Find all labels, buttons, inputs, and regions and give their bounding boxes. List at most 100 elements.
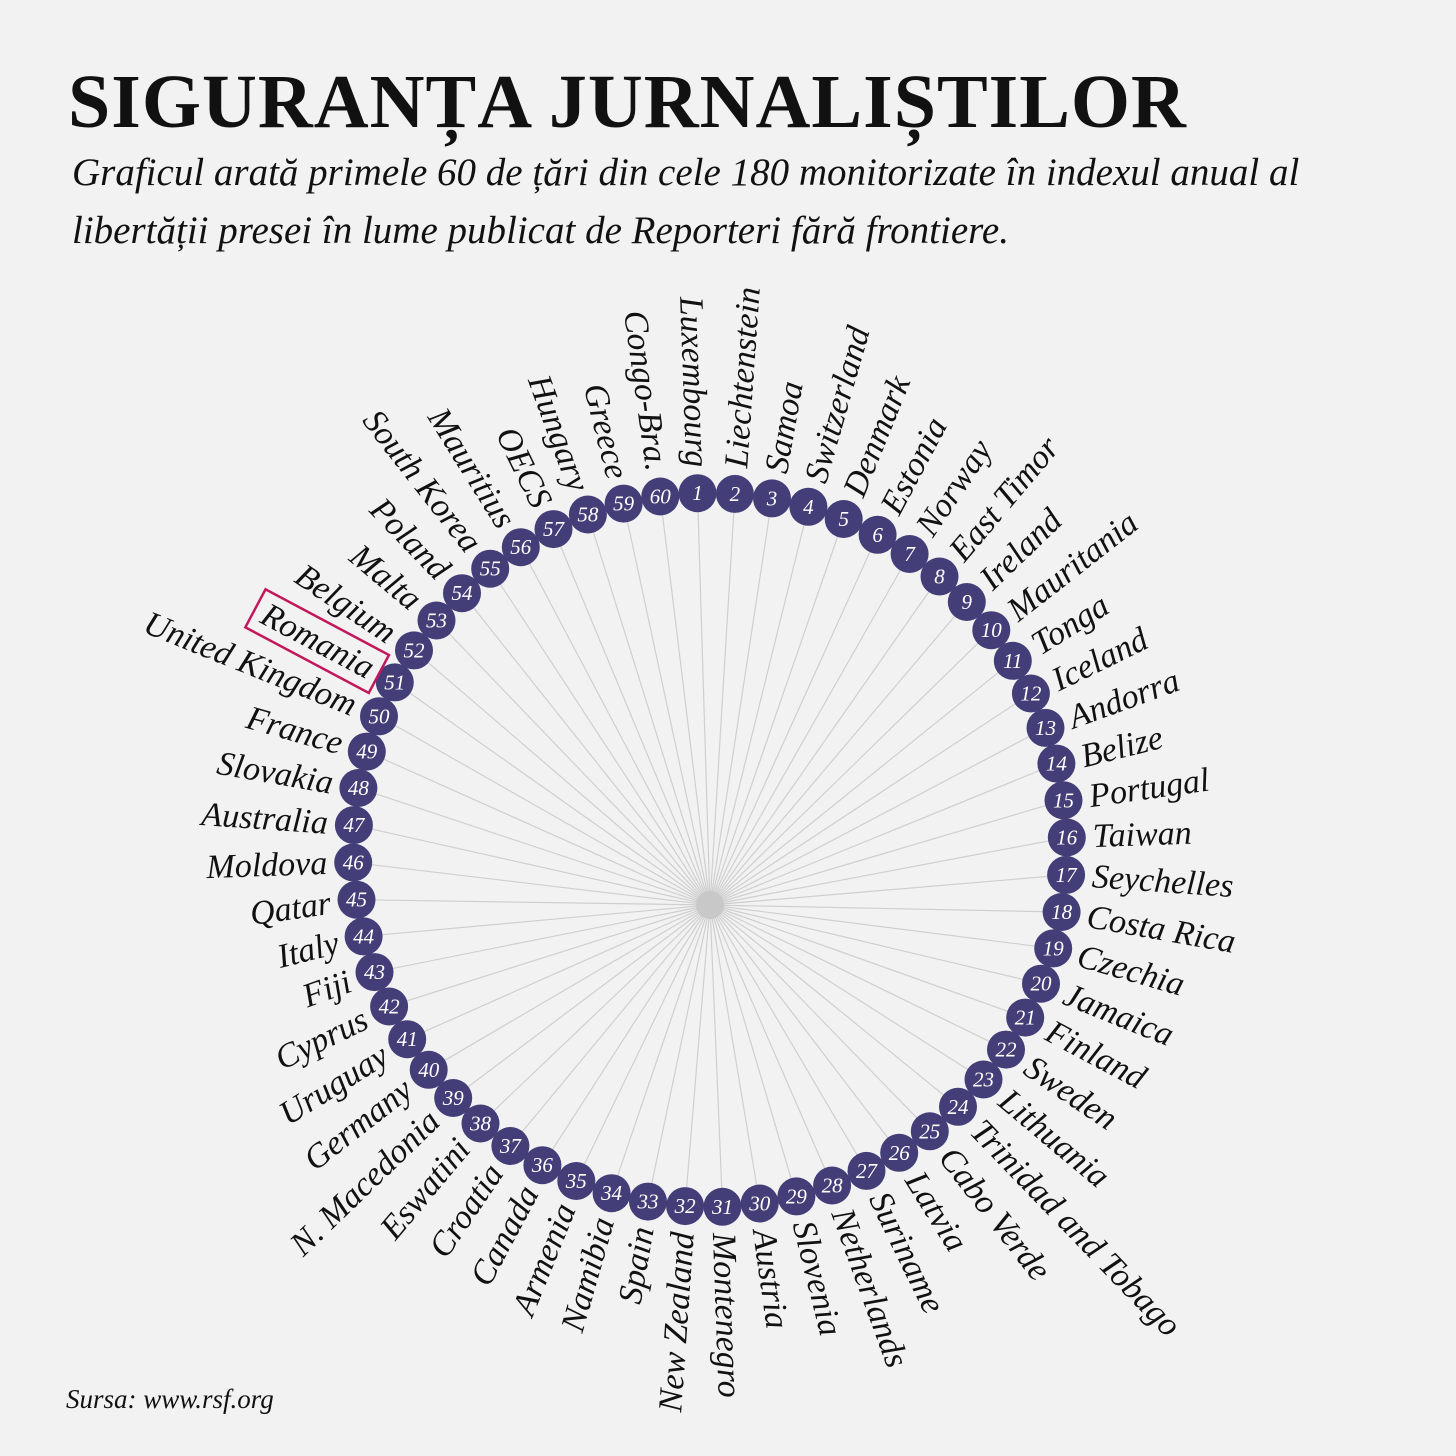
spoke-line xyxy=(709,629,992,906)
rank-dot xyxy=(1034,929,1073,968)
rank-number: 60 xyxy=(650,485,672,509)
spoke-line xyxy=(659,496,711,906)
rank-number: 39 xyxy=(442,1086,465,1110)
rank-number: 59 xyxy=(613,492,635,516)
rank-dot xyxy=(1022,964,1060,1003)
rank-dot xyxy=(740,1184,779,1223)
spoke-line xyxy=(709,904,1007,1051)
rank-number: 26 xyxy=(889,1141,911,1165)
rank-dot xyxy=(964,1060,1003,1099)
rank-dot xyxy=(370,987,409,1026)
country-label: New Zealand xyxy=(652,1230,702,1415)
source-note: Sursa: www.rsf.org xyxy=(66,1384,274,1414)
rank-dot xyxy=(880,1133,919,1172)
rank-dot xyxy=(395,631,433,670)
rank-dot xyxy=(939,1087,977,1126)
rank-dot xyxy=(753,479,791,518)
rank-number: 51 xyxy=(384,670,405,694)
rank-number: 11 xyxy=(1003,649,1022,673)
country-label: Spain xyxy=(612,1224,662,1307)
rank-number: 17 xyxy=(1056,863,1079,887)
rank-number: 38 xyxy=(469,1112,492,1136)
spoke-line xyxy=(709,493,736,906)
rank-dot xyxy=(417,601,456,640)
rank-dot xyxy=(1047,818,1086,857)
rank-number: 21 xyxy=(1015,1006,1036,1030)
spoke-line xyxy=(696,493,711,906)
rank-dot xyxy=(388,1020,427,1059)
rank-dot xyxy=(443,574,481,613)
rank-dot xyxy=(501,528,540,567)
rank-dot xyxy=(813,1166,852,1205)
spoke-line xyxy=(709,553,911,906)
rank-number: 43 xyxy=(364,960,385,984)
rank-number: 15 xyxy=(1053,788,1074,812)
rank-number: 33 xyxy=(637,1190,659,1214)
spoke-line xyxy=(709,799,1064,906)
country-label: Seychelles xyxy=(1091,858,1235,905)
spoke-line xyxy=(709,904,984,1081)
spoke-line xyxy=(363,904,711,937)
spoke-line xyxy=(709,576,940,906)
rank-dot xyxy=(678,474,717,513)
rank-number: 10 xyxy=(981,618,1003,642)
rank-dot xyxy=(703,1187,742,1226)
spoke-line xyxy=(709,904,724,1207)
spoke-line xyxy=(709,601,968,906)
rank-dot xyxy=(461,1104,500,1143)
rank-number: 40 xyxy=(418,1058,440,1082)
rank-number: 22 xyxy=(996,1038,1018,1062)
spoke-line xyxy=(709,904,1026,1019)
rank-dot xyxy=(987,1030,1025,1069)
chart-subtitle: Graficul arată primele 60 de țări din ce… xyxy=(72,151,1300,252)
rank-number: 18 xyxy=(1051,900,1073,924)
rank-dot xyxy=(910,1112,949,1151)
rank-dot xyxy=(339,769,378,807)
spoke-line xyxy=(709,904,931,1132)
rank-number: 50 xyxy=(369,704,391,728)
spoke-line xyxy=(520,546,711,906)
spoke-line xyxy=(709,904,959,1108)
spoke-line xyxy=(709,660,1014,906)
rank-number: 27 xyxy=(856,1159,879,1183)
rank-number: 48 xyxy=(348,776,370,800)
spoke-line xyxy=(358,787,711,906)
spoke-line xyxy=(366,751,711,906)
spoke-line xyxy=(452,904,711,1099)
rank-dot xyxy=(1006,998,1045,1037)
country-label: Qatar xyxy=(248,885,334,933)
rank-dot xyxy=(777,1177,816,1216)
rank-dot xyxy=(629,1182,667,1221)
rank-number: 5 xyxy=(838,507,849,531)
spoke-line xyxy=(709,534,879,906)
rank-number: 25 xyxy=(919,1119,940,1143)
spoke-line xyxy=(587,514,711,906)
rank-dot xyxy=(972,611,1011,650)
rank-number: 41 xyxy=(397,1027,418,1051)
rank-number: 8 xyxy=(934,565,945,589)
spoke-line xyxy=(428,904,711,1071)
spoke-line xyxy=(709,506,809,906)
rank-dot xyxy=(434,1079,473,1117)
rank-dot xyxy=(347,732,386,771)
spoke-line xyxy=(647,904,711,1202)
rank-dot xyxy=(375,663,414,702)
rank-number: 1 xyxy=(692,481,703,505)
rank-dot xyxy=(557,1162,596,1200)
spoke-line xyxy=(709,763,1057,906)
rank-dot xyxy=(641,477,680,516)
spoke-line xyxy=(709,904,833,1186)
rank-dot xyxy=(858,515,897,554)
spoke-line xyxy=(541,904,711,1166)
rank-number: 53 xyxy=(426,609,447,633)
rank-number: 46 xyxy=(343,851,365,875)
rank-dot xyxy=(471,549,510,588)
spoke-line xyxy=(709,498,773,906)
rank-number: 9 xyxy=(962,590,973,614)
rank-number: 49 xyxy=(356,740,378,764)
rank-dots-layer: 1 2 3 4567891011121314151617181920212223242… xyxy=(334,474,1086,1226)
country-labels-layer: Luxembourg LiechtensteinSamoaSwitzerlandD… xyxy=(139,286,1239,1415)
rank-number: 7 xyxy=(904,542,916,566)
spoke-line xyxy=(709,904,761,1204)
rank-number: 52 xyxy=(404,638,426,662)
